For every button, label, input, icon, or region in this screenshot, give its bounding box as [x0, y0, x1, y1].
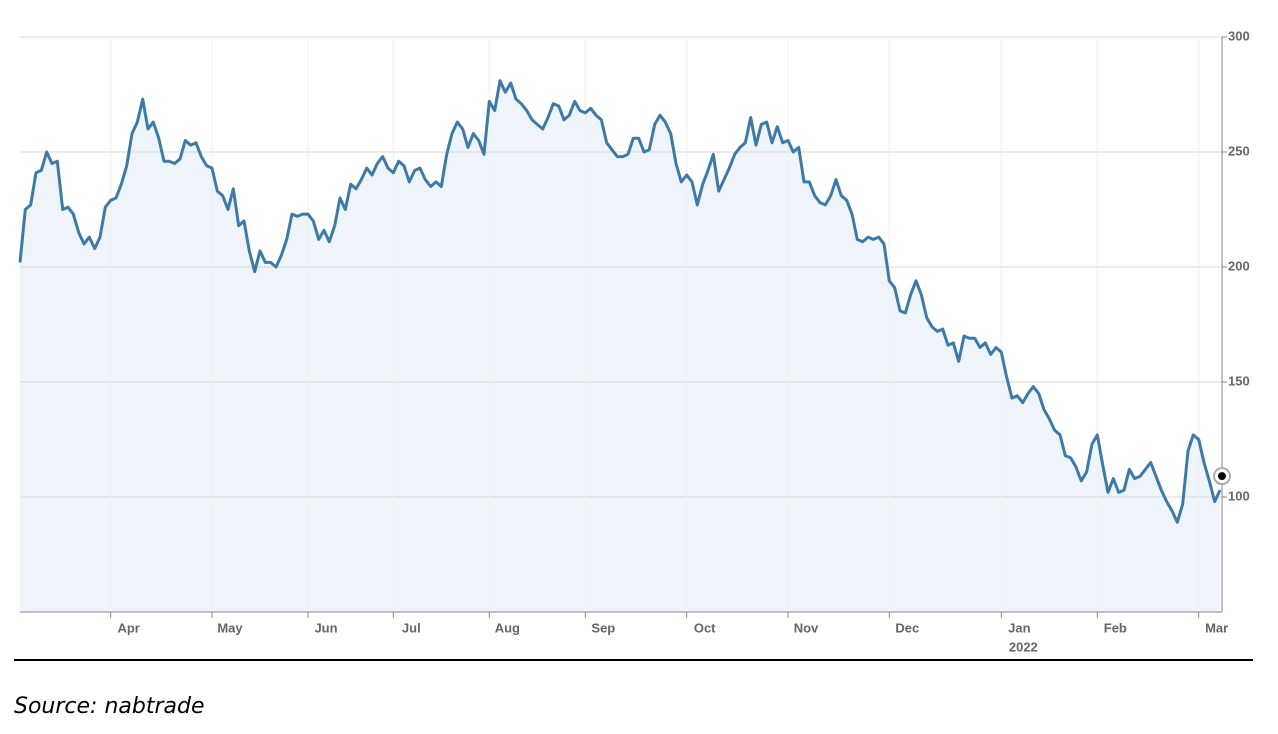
end-marker-dot [1218, 472, 1226, 481]
x-tick-label: Aug [495, 620, 520, 635]
x-tick-label: Apr [117, 620, 139, 635]
x-tick-label: Mar [1205, 620, 1228, 635]
x-tick-label: Sep [591, 620, 615, 635]
year-label: 2022 [1009, 639, 1038, 654]
price-line [18, 79, 1222, 524]
x-tick-label: Nov [794, 620, 819, 635]
y-tick-label: 250 [1228, 143, 1250, 158]
x-tick-label: Jul [402, 620, 421, 635]
x-tick-label: Dec [895, 620, 919, 635]
y-tick-label: 150 [1228, 373, 1250, 388]
x-tick-label: May [217, 620, 243, 635]
area [20, 80, 1220, 612]
x-tick-label: Jan [1008, 620, 1030, 635]
y-tick-label: 200 [1228, 258, 1250, 273]
y-tick-label: 100 [1228, 488, 1250, 503]
x-tick-label: Jun [314, 620, 337, 635]
x-tick-label: Oct [694, 620, 716, 635]
x-tick-label: Feb [1104, 620, 1127, 635]
y-tick-label: 300 [1228, 28, 1250, 43]
source: Source: nabtrade [14, 694, 205, 719]
